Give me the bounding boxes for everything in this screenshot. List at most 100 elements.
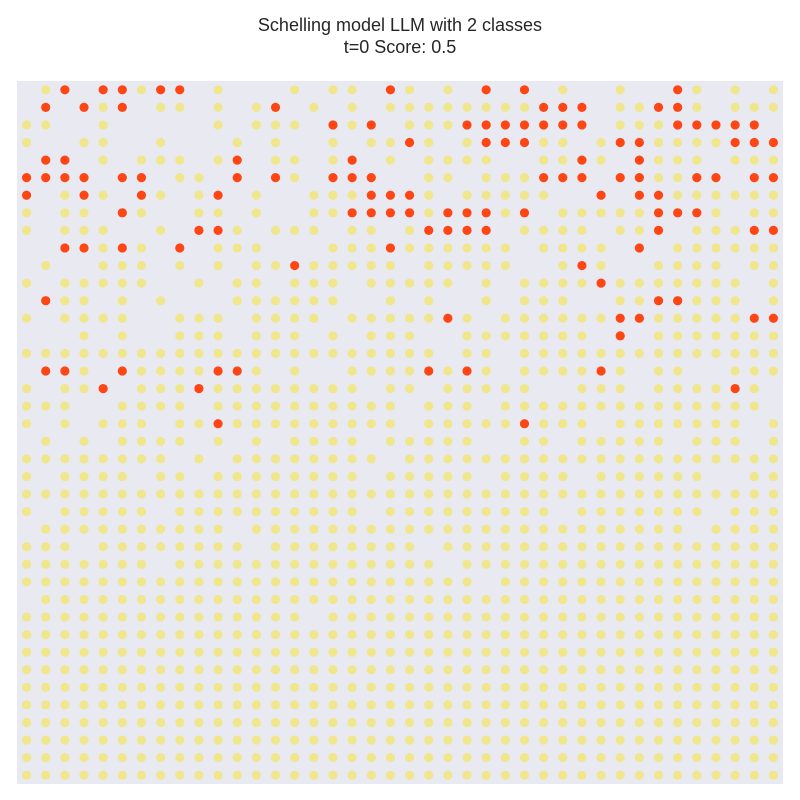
agent-point-class-b — [768, 208, 779, 218]
agent-point-class-b — [577, 225, 587, 235]
agent-point-class-b — [692, 137, 702, 148]
agent-point-class-a — [60, 173, 70, 183]
agent-point-class-b — [270, 735, 281, 745]
agent-point-class-b — [251, 471, 261, 482]
agent-point-class-b — [194, 278, 204, 288]
agent-point-class-b — [251, 700, 261, 710]
agent-point-class-b — [749, 770, 759, 780]
agent-point-class-b — [98, 647, 108, 657]
agent-point-class-b — [328, 155, 338, 165]
agent-point-class-b — [692, 243, 702, 253]
agent-point-class-b — [309, 190, 319, 200]
agent-point-class-b — [673, 489, 683, 499]
agent-point-class-b — [673, 630, 683, 640]
agent-point-class-b — [347, 506, 357, 517]
agent-point-class-b — [539, 594, 549, 605]
agent-point-class-b — [749, 665, 759, 675]
agent-point-class-a — [136, 190, 147, 200]
agent-point-class-b — [539, 331, 549, 341]
agent-point-class-b — [500, 190, 510, 200]
agent-point-class-b — [79, 225, 89, 235]
agent-point-class-b — [366, 682, 376, 692]
agent-point-class-b — [673, 717, 683, 728]
agent-point-class-b — [519, 717, 530, 728]
agent-point-class-b — [41, 260, 51, 271]
agent-point-class-b — [462, 559, 472, 569]
agent-point-class-b — [41, 489, 51, 499]
agent-point-class-b — [251, 630, 261, 640]
agent-point-class-b — [328, 735, 338, 745]
agent-point-class-b — [481, 489, 491, 499]
agent-point-class-b — [404, 577, 415, 587]
agent-point-class-b — [290, 559, 300, 569]
agent-point-class-b — [79, 735, 89, 745]
agent-point-class-b — [60, 401, 70, 411]
agent-point-class-b — [692, 383, 702, 394]
agent-point-class-b — [366, 753, 376, 763]
agent-point-class-b — [194, 770, 204, 780]
agent-point-class-b — [21, 542, 32, 552]
agent-point-class-b — [749, 471, 759, 482]
agent-point-class-b — [136, 348, 147, 359]
agent-point-class-a — [117, 102, 127, 112]
agent-point-class-b — [366, 524, 376, 534]
agent-point-class-b — [462, 770, 472, 780]
agent-point-class-b — [768, 102, 779, 112]
agent-point-class-b — [558, 296, 568, 306]
agent-point-class-b — [98, 735, 108, 745]
agent-point-class-b — [443, 260, 453, 271]
agent-point-class-b — [519, 436, 530, 446]
agent-point-class-b — [136, 489, 147, 499]
agent-point-class-b — [481, 506, 491, 517]
agent-point-class-b — [385, 296, 396, 306]
agent-point-class-b — [481, 700, 491, 710]
agent-point-class-b — [519, 630, 530, 640]
agent-point-class-b — [539, 647, 549, 657]
agent-point-class-b — [730, 85, 740, 95]
agent-point-class-b — [175, 682, 185, 692]
agent-point-class-b — [175, 647, 185, 657]
agent-point-class-a — [60, 85, 70, 95]
agent-point-class-b — [424, 753, 434, 763]
agent-point-class-b — [41, 454, 51, 464]
agent-point-class-b — [404, 102, 415, 112]
agent-point-class-b — [290, 682, 300, 692]
agent-point-class-b — [98, 559, 108, 569]
agent-point-class-b — [21, 647, 32, 657]
agent-point-class-b — [213, 120, 223, 130]
agent-point-class-b — [60, 612, 70, 622]
agent-point-class-a — [692, 120, 702, 130]
agent-point-class-b — [194, 665, 204, 675]
agent-point-class-b — [117, 647, 127, 657]
agent-point-class-b — [213, 436, 223, 446]
agent-point-class-b — [194, 594, 204, 605]
agent-point-class-b — [347, 753, 357, 763]
agent-point-class-b — [347, 471, 357, 482]
agent-point-class-b — [136, 506, 147, 517]
agent-point-class-b — [424, 735, 434, 745]
agent-point-class-b — [117, 542, 127, 552]
agent-point-class-b — [270, 383, 281, 394]
agent-point-class-b — [98, 454, 108, 464]
agent-point-class-b — [385, 665, 396, 675]
agent-point-class-b — [462, 524, 472, 534]
agent-point-class-b — [251, 524, 261, 534]
agent-point-class-b — [136, 542, 147, 552]
agent-point-class-b — [404, 559, 415, 569]
agent-point-class-b — [730, 225, 740, 235]
agent-point-class-b — [500, 770, 510, 780]
agent-point-class-a — [117, 208, 127, 218]
agent-point-class-b — [749, 506, 759, 517]
agent-point-class-b — [79, 313, 89, 323]
agent-point-class-b — [768, 577, 779, 587]
agent-point-class-b — [653, 682, 664, 692]
agent-point-class-a — [749, 120, 759, 130]
agent-point-class-b — [443, 436, 453, 446]
agent-point-class-b — [156, 383, 166, 394]
agent-point-class-b — [156, 700, 166, 710]
agent-point-class-b — [462, 594, 472, 605]
agent-point-class-b — [615, 665, 625, 675]
agent-point-class-b — [558, 225, 568, 235]
agent-point-class-b — [270, 717, 281, 728]
agent-point-class-b — [232, 770, 242, 780]
